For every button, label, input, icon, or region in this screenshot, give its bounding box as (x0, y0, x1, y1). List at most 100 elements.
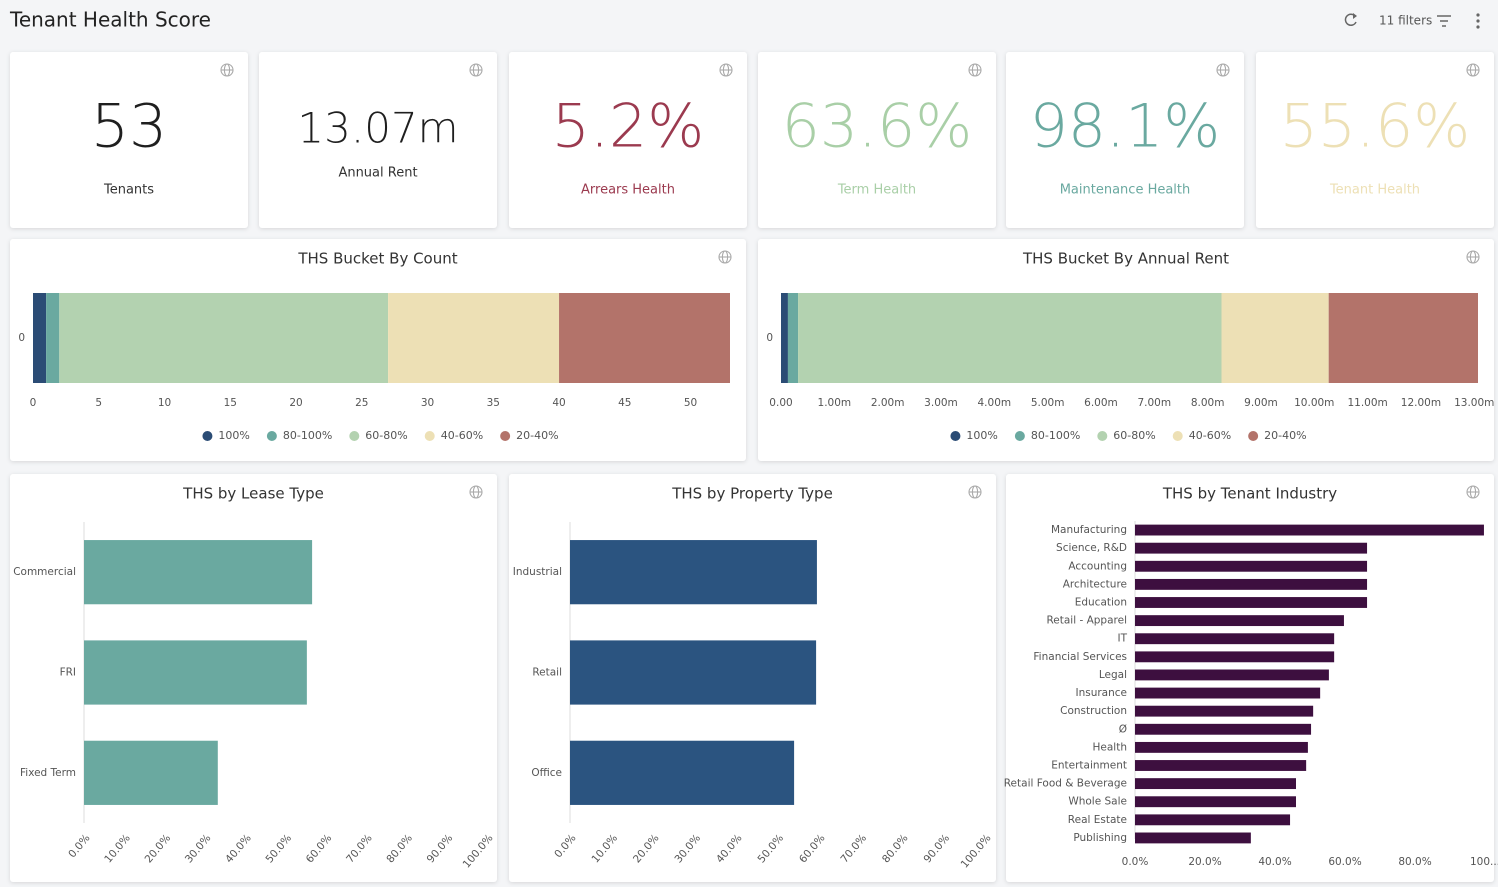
y-tick-label: 0 (18, 332, 25, 344)
globe-icon[interactable] (220, 63, 234, 77)
globe-icon[interactable] (718, 250, 732, 264)
globe-icon[interactable] (719, 63, 733, 77)
x-tick-label: 30 (421, 397, 434, 409)
x-tick-label: 7.00m (1137, 397, 1171, 409)
y-tick-label: Health (1093, 741, 1127, 753)
x-tick-label: 25 (355, 397, 368, 409)
y-tick-label: Real Estate (1068, 814, 1127, 826)
legend-swatch (1172, 431, 1183, 441)
bar (84, 540, 313, 605)
filter-icon (1437, 15, 1451, 27)
legend-item[interactable]: 60-80% (1097, 429, 1156, 442)
x-tick-label: 6.00m (1084, 397, 1118, 409)
x-tick-label: 80.0% (1398, 856, 1431, 868)
refresh-button[interactable] (1344, 13, 1357, 26)
kpi-label: Annual Rent (338, 166, 417, 181)
bar (570, 540, 817, 605)
x-tick-label: 50 (684, 397, 697, 409)
legend-item[interactable]: 20-40% (500, 429, 559, 442)
x-tick-label: 0.0% (1122, 856, 1149, 868)
x-tick-label: 35 (487, 397, 500, 409)
y-tick-label: Insurance (1075, 687, 1127, 699)
legend-swatch (1014, 431, 1025, 441)
globe-icon[interactable] (968, 485, 982, 499)
x-tick-label: 8.00m (1191, 397, 1225, 409)
bar-segment (781, 293, 788, 383)
bar (1135, 542, 1368, 554)
page-title: Tenant Health Score (9, 8, 211, 32)
legend-item[interactable]: 100% (950, 429, 998, 442)
x-tick-label: 0.00 (769, 397, 792, 409)
menu-dot (1476, 13, 1480, 17)
legend-item[interactable]: 60-80% (349, 429, 408, 442)
globe-icon[interactable] (469, 485, 483, 499)
y-tick-label: Publishing (1073, 832, 1127, 844)
y-tick-label: Whole Sale (1068, 796, 1127, 808)
bar-segment (46, 293, 60, 383)
bar-segment (1328, 293, 1478, 383)
legend-swatch (500, 431, 511, 441)
bar (1135, 778, 1296, 790)
card (10, 52, 248, 228)
bar (1135, 578, 1368, 590)
filters-label: 11 filters (1379, 14, 1432, 28)
refresh-arrow (1353, 13, 1357, 19)
more-menu[interactable] (1476, 13, 1480, 29)
x-tick-label: 0 (30, 397, 37, 409)
chart-title: THS Bucket By Annual Rent (1022, 250, 1229, 268)
bar (1135, 524, 1484, 536)
bar (1135, 615, 1344, 627)
globe-icon[interactable] (968, 63, 982, 77)
bar-segment (388, 293, 560, 383)
card (758, 52, 996, 228)
globe-icon[interactable] (1466, 63, 1480, 77)
y-tick-label: Education (1075, 597, 1127, 609)
x-tick-label: 2.00m (871, 397, 905, 409)
kpi-label: Term Health (837, 183, 916, 198)
legend-swatch (266, 431, 277, 441)
globe-icon[interactable] (1466, 485, 1480, 499)
y-tick-label: Retail - Apparel (1046, 615, 1127, 627)
y-tick-label: Retail (532, 667, 562, 679)
bar-segment (787, 293, 799, 383)
y-tick-label: 0 (766, 332, 773, 344)
legend-swatch (202, 431, 213, 441)
bar (84, 740, 218, 805)
bar-segment (33, 293, 47, 383)
x-tick-label: 45 (618, 397, 631, 409)
x-tick-label: 60.0% (1328, 856, 1361, 868)
chart-title: THS by Tenant Industry (1162, 485, 1337, 503)
x-tick-label: 20 (289, 397, 302, 409)
legend-item[interactable]: 40-60% (1172, 429, 1231, 442)
bar (570, 740, 795, 805)
legend-item[interactable]: 80-100% (266, 429, 332, 442)
x-tick-label: 9.00m (1244, 397, 1278, 409)
legend-item[interactable]: 80-100% (1014, 429, 1080, 442)
legend-item[interactable]: 20-40% (1248, 429, 1307, 442)
kpi-value: 53 (91, 92, 167, 162)
filters-button[interactable]: 11 filters (1379, 14, 1451, 28)
bar (84, 640, 307, 705)
kpi-value: 5.2% (552, 92, 704, 162)
bar (1135, 560, 1368, 572)
y-tick-label: Science, R&D (1056, 542, 1127, 554)
globe-icon[interactable] (1216, 63, 1230, 77)
menu-dot (1476, 19, 1480, 23)
globe-icon[interactable] (1466, 250, 1480, 264)
bar (1135, 723, 1312, 735)
card (259, 52, 497, 228)
x-tick-label: 12.00m (1401, 397, 1441, 409)
y-tick-label: Legal (1099, 669, 1127, 681)
globe-icon[interactable] (469, 63, 483, 77)
legend-item[interactable]: 40-60% (424, 429, 483, 442)
legend-label: 20-40% (1264, 429, 1306, 442)
menu-dot (1476, 25, 1480, 29)
bar (1135, 633, 1335, 645)
legend-swatch (349, 431, 360, 441)
bar (1135, 669, 1329, 681)
x-tick-label: 3.00m (924, 397, 958, 409)
legend-item[interactable]: 100% (202, 429, 250, 442)
y-tick-label: Construction (1060, 705, 1127, 717)
legend-swatch (1097, 431, 1108, 441)
kpi-value: 98.1% (1030, 92, 1221, 162)
